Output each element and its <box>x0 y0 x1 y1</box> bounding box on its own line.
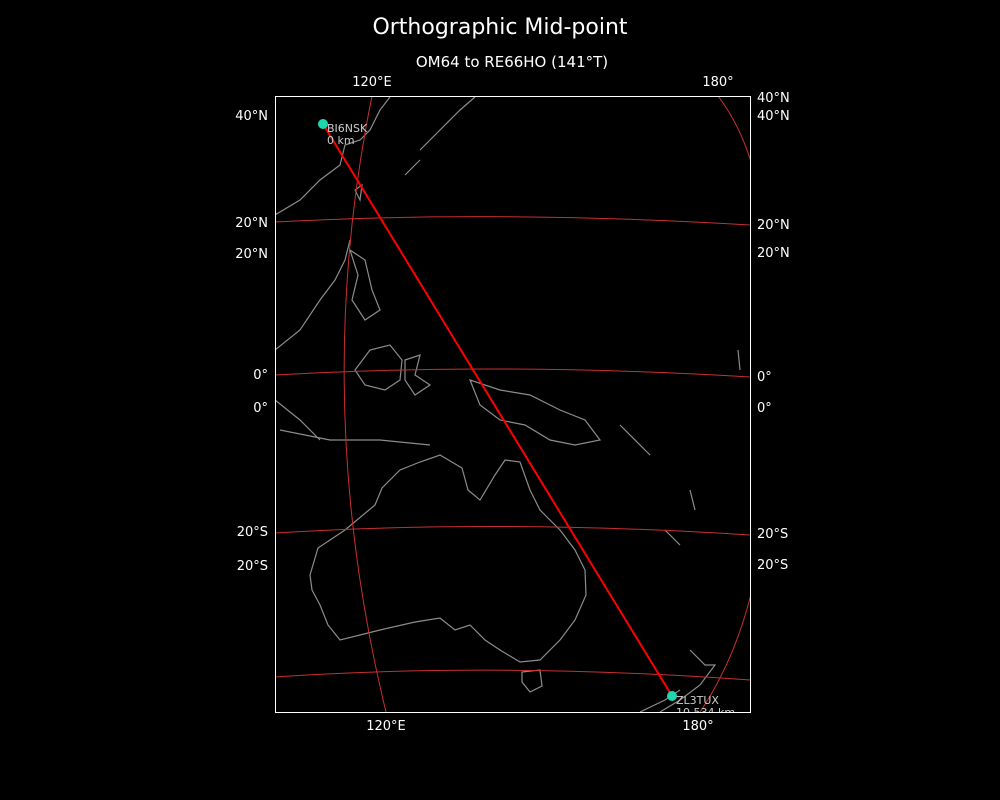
tick-left-40n: 40°N <box>235 109 268 124</box>
meridian-180-south <box>699 595 750 712</box>
map-frame <box>275 96 751 713</box>
map-area: BI6NSK 0 km ZL3TUX 10,534 km <box>275 96 751 719</box>
tick-left-20n: 20°N <box>235 216 268 231</box>
coast-sumatra-java <box>275 399 431 446</box>
tick-left-20s: 20°S <box>237 559 268 574</box>
tick-left-20n: 20°N <box>235 247 268 262</box>
station-marker-zl3tux[interactable] <box>667 691 677 701</box>
tick-left-0: 0° <box>253 401 268 416</box>
station-label-call: BI6NSK <box>327 122 368 135</box>
station-label-distance: 0 km <box>327 134 355 147</box>
station-label-distance: 10,534 km <box>676 706 735 719</box>
station-label-call: ZL3TUX <box>676 694 719 707</box>
map-title: Orthographic Mid-point <box>372 15 627 40</box>
tick-left-0: 0° <box>253 368 268 383</box>
coast-new-guinea <box>468 379 602 446</box>
coast-tasmania <box>521 669 543 693</box>
parallel-0 <box>275 368 750 378</box>
tick-labels: 120°E 180° 120°E 180° 40°N 20°N 20°N 0° … <box>235 75 790 734</box>
coast-taiwan <box>354 183 363 203</box>
parallel-20n <box>275 216 750 226</box>
coast-sulawesi <box>404 354 432 396</box>
parallel-20s <box>275 525 750 536</box>
tick-bottom-120e: 120°E <box>366 719 406 734</box>
tick-right-0: 0° <box>757 370 772 385</box>
tick-right-40n: 40°N <box>757 109 790 124</box>
coast-philippines <box>348 248 381 321</box>
coast-asia-mainland <box>275 96 391 351</box>
coast-australia <box>309 454 587 663</box>
tick-left-20s: 20°S <box>237 525 268 540</box>
map-subtitle: OM64 to RE66HO (141°T) <box>416 53 608 71</box>
tick-right-20n: 20°N <box>757 246 790 261</box>
tick-right-0: 0° <box>757 401 772 416</box>
graticule <box>275 96 750 712</box>
tick-bottom-180: 180° <box>682 719 713 734</box>
tick-right-40n: 40°N <box>757 91 790 106</box>
parallel-40s <box>275 669 750 681</box>
coast-japan <box>404 96 476 176</box>
tick-top-120e: 120°E <box>352 75 392 90</box>
meridian-120e <box>343 96 387 712</box>
station-marker-bi6nsk[interactable] <box>318 119 328 129</box>
tick-top-180: 180° <box>702 75 733 90</box>
tick-right-20n: 20°N <box>757 218 790 233</box>
tick-right-20s: 20°S <box>757 527 788 542</box>
coast-pacific-islands <box>619 349 741 546</box>
great-circle-route <box>322 123 673 697</box>
tick-right-20s: 20°S <box>757 558 788 573</box>
meridian-180-north <box>717 96 750 161</box>
coast-borneo <box>354 344 403 391</box>
